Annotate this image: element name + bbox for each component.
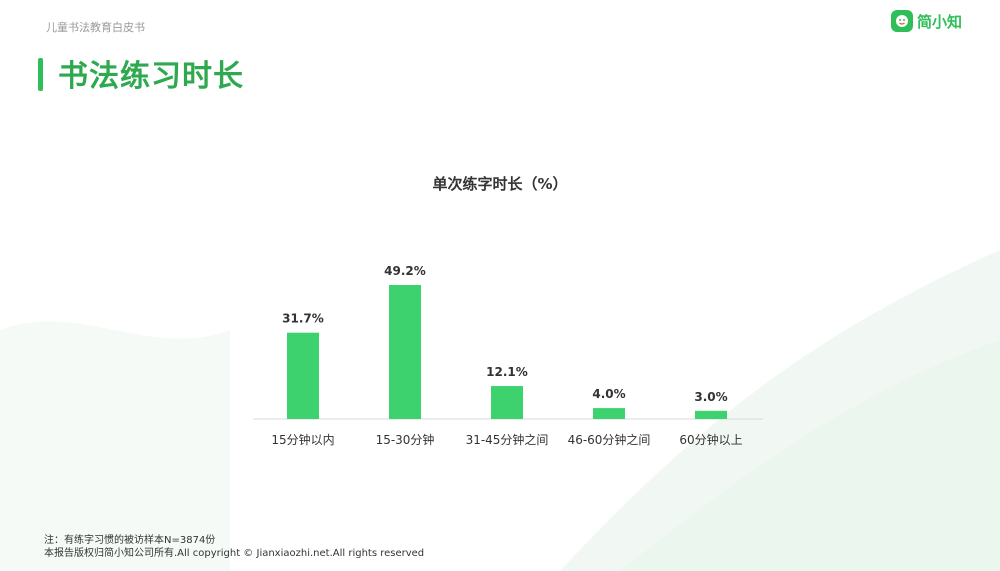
data-label-4: 4.0% (592, 387, 625, 401)
report-name: 儿童书法教育白皮书 (46, 21, 145, 34)
page-title: 书法练习时长 (58, 59, 244, 94)
brand-name: 简小知 (916, 12, 962, 31)
bar-1 (287, 332, 319, 419)
copyright-text: 本报告版权归简小知公司所有.All copyright © Jianxiaozh… (44, 548, 425, 559)
category-label-2: 15-30分钟 (376, 432, 435, 447)
footer: 注：有练字习惯的被访样本N=3874份 本报告版权归简小知公司所有.All co… (44, 534, 424, 560)
mascot-icon (890, 10, 913, 32)
category-label-4: 46-60分钟之间 (568, 432, 651, 447)
data-label-3: 12.1% (486, 365, 528, 379)
brand: 简小知 (890, 10, 962, 32)
bar-5 (695, 410, 727, 419)
sample-note: 注：有练字习惯的被访样本N=3874份 (44, 535, 216, 546)
chart-title: 单次练字时长（%） (432, 175, 568, 193)
category-label-3: 31-45分钟之间 (466, 432, 549, 447)
bar-4 (593, 408, 625, 419)
data-label-5: 3.0% (694, 390, 727, 404)
title-accent-bar (38, 58, 43, 91)
category-label-5: 60分钟以上 (679, 432, 742, 447)
data-label-1: 31.7% (282, 312, 324, 326)
category-label-1: 15分钟以内 (271, 432, 334, 447)
bar-2 (389, 285, 421, 419)
data-label-2: 49.2% (384, 264, 426, 278)
bar-3 (491, 386, 523, 419)
